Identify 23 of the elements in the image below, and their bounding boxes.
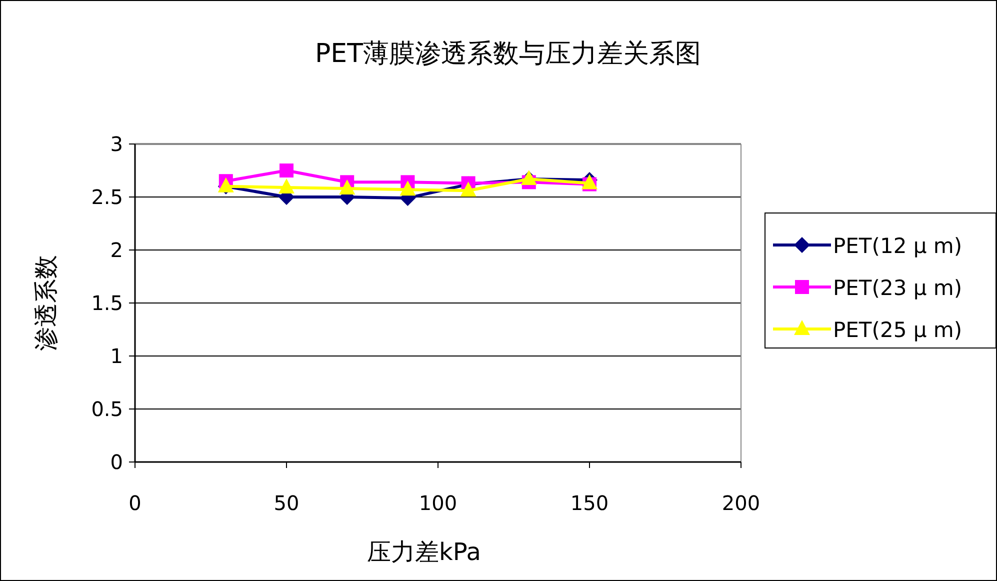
y-tick-label: 2: [110, 238, 123, 262]
x-tick-label: 150: [570, 491, 609, 515]
point: [339, 180, 356, 195]
x-axis-title: 压力差kPa: [367, 538, 481, 566]
legend-label: PET(23 μ m): [833, 276, 962, 300]
x-tick-label: 0: [128, 491, 142, 515]
x-tick-label: 200: [722, 491, 760, 515]
point: [400, 180, 416, 196]
y-tick-label: 3: [110, 132, 123, 156]
x-tick-label: 100: [418, 491, 458, 515]
y-tick-label: 2.5: [91, 185, 123, 209]
legend-label: PET(25 μ m): [833, 318, 962, 342]
chart-title: PET薄膜渗透系数与压力差关系图: [315, 39, 701, 69]
y-tick-label: 0: [110, 450, 123, 474]
y-axis-title: 渗透系数: [32, 255, 60, 351]
x-tick-label: 50: [274, 491, 300, 515]
point: [278, 178, 294, 194]
y-tick-label: 1.5: [91, 291, 123, 315]
legend-label: PET(12 μ m): [833, 234, 962, 258]
point: [460, 182, 476, 197]
y-tick-label: 1: [110, 344, 123, 368]
y-tick-label: 0.5: [91, 397, 123, 421]
point: [280, 164, 294, 178]
